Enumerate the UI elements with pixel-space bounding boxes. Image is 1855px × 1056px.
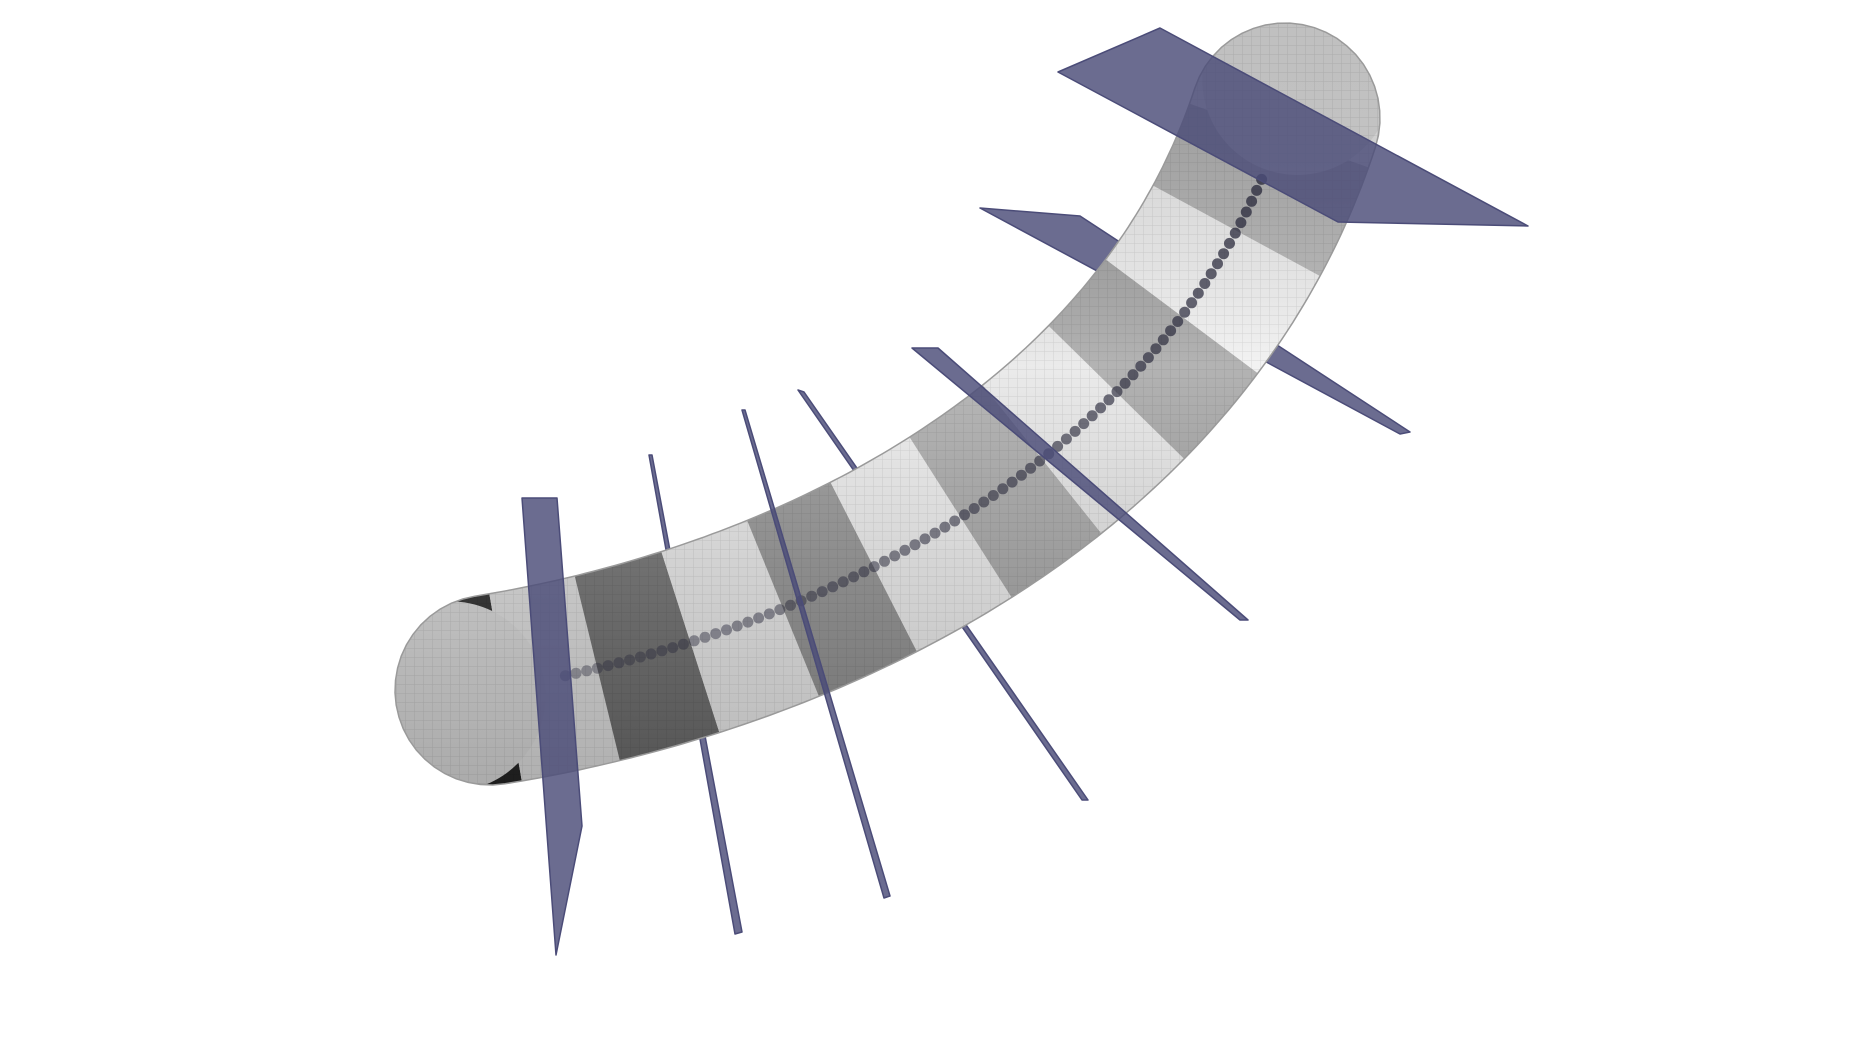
centerline-bead	[634, 651, 646, 663]
voxel-grid	[395, 23, 1380, 786]
centerline-bead	[1186, 297, 1198, 309]
centerline-bead	[602, 660, 614, 672]
centerline-bead	[1095, 402, 1107, 414]
centerline-bead	[570, 667, 582, 679]
cutting-plane	[911, 347, 1249, 621]
centerline-bead	[909, 539, 921, 551]
centerline-bead	[1142, 352, 1154, 364]
centerline-bead	[968, 503, 980, 514]
centerline-bead	[1235, 217, 1247, 229]
cutting-planes-front	[521, 27, 1529, 956]
centerline-bead	[699, 631, 711, 643]
centerline-bead	[742, 616, 754, 628]
centerline-bead	[1060, 433, 1072, 445]
centerline-bead	[1179, 306, 1191, 318]
centerline-bead	[987, 490, 999, 501]
centerline-bead	[721, 624, 732, 636]
centerline-bead	[899, 544, 911, 556]
centerline-bead	[645, 648, 657, 660]
centerline-bead	[939, 521, 951, 533]
centerline-bead	[1224, 237, 1235, 249]
centerline-bead	[667, 642, 679, 654]
centerline-bead	[827, 581, 839, 593]
centerline-bead	[978, 496, 990, 508]
centerline-bead	[1229, 227, 1241, 239]
centerline-bead	[1172, 316, 1184, 327]
centerline-bead	[1205, 268, 1217, 280]
centerline-bead	[929, 527, 941, 539]
centerline-bead	[1103, 394, 1115, 406]
centerline-bead	[1025, 462, 1037, 474]
centerline-bead	[1078, 418, 1090, 430]
centerline-bead	[959, 509, 970, 521]
centerline-bead	[591, 662, 603, 674]
centerline-bead	[1150, 343, 1162, 355]
centerline-bead	[879, 555, 890, 567]
centerline-bead	[785, 599, 796, 611]
centerline-bead	[624, 654, 636, 666]
centerline-bead	[1135, 360, 1147, 372]
centerline-bead	[1212, 258, 1223, 270]
centerline-bead	[868, 561, 880, 573]
centerline-bead	[1157, 334, 1169, 346]
centerline-bead	[1192, 287, 1204, 299]
centerline-bead	[1006, 476, 1018, 488]
centerline-bead	[688, 635, 700, 647]
centerline-bead	[1015, 469, 1027, 481]
centerline-bead	[1246, 195, 1258, 207]
centerline-bead	[1165, 325, 1177, 337]
centerline-bead	[613, 657, 625, 669]
centerline-bead	[806, 590, 818, 602]
cutting-plane	[741, 409, 891, 899]
centerline-bead	[1069, 425, 1081, 437]
centerline-bead	[763, 608, 775, 620]
cutting-plane	[1057, 27, 1529, 227]
centerline-bead	[581, 665, 593, 677]
centerline-bead	[677, 638, 689, 650]
centerline-bead	[1119, 377, 1131, 389]
centerline-bead	[753, 612, 765, 624]
centerline-bead	[710, 628, 722, 640]
centerline-bead	[1111, 386, 1123, 398]
centerline-bead	[1218, 248, 1230, 260]
centerline-bead	[1086, 410, 1098, 422]
centerline-bead	[656, 645, 668, 657]
centerline-bead	[848, 571, 860, 583]
centerline-bead	[889, 550, 901, 562]
centerline-bead	[774, 604, 786, 616]
centerline-bead	[1240, 206, 1252, 218]
centerline-bead	[1052, 440, 1064, 452]
centerline-bead	[949, 515, 961, 527]
centerline-bead	[997, 483, 1009, 495]
centerline-bead	[837, 576, 849, 588]
centerline-bead	[1251, 184, 1263, 196]
cutting-plane	[521, 497, 583, 956]
centerline-bead	[1127, 369, 1139, 381]
centerline-bead	[816, 586, 828, 598]
centerline-bead	[858, 566, 870, 578]
centerline-bead	[919, 533, 931, 545]
centerline-bead	[731, 620, 743, 632]
centerline-bead	[1034, 455, 1046, 467]
centerline-bead	[1199, 278, 1211, 289]
